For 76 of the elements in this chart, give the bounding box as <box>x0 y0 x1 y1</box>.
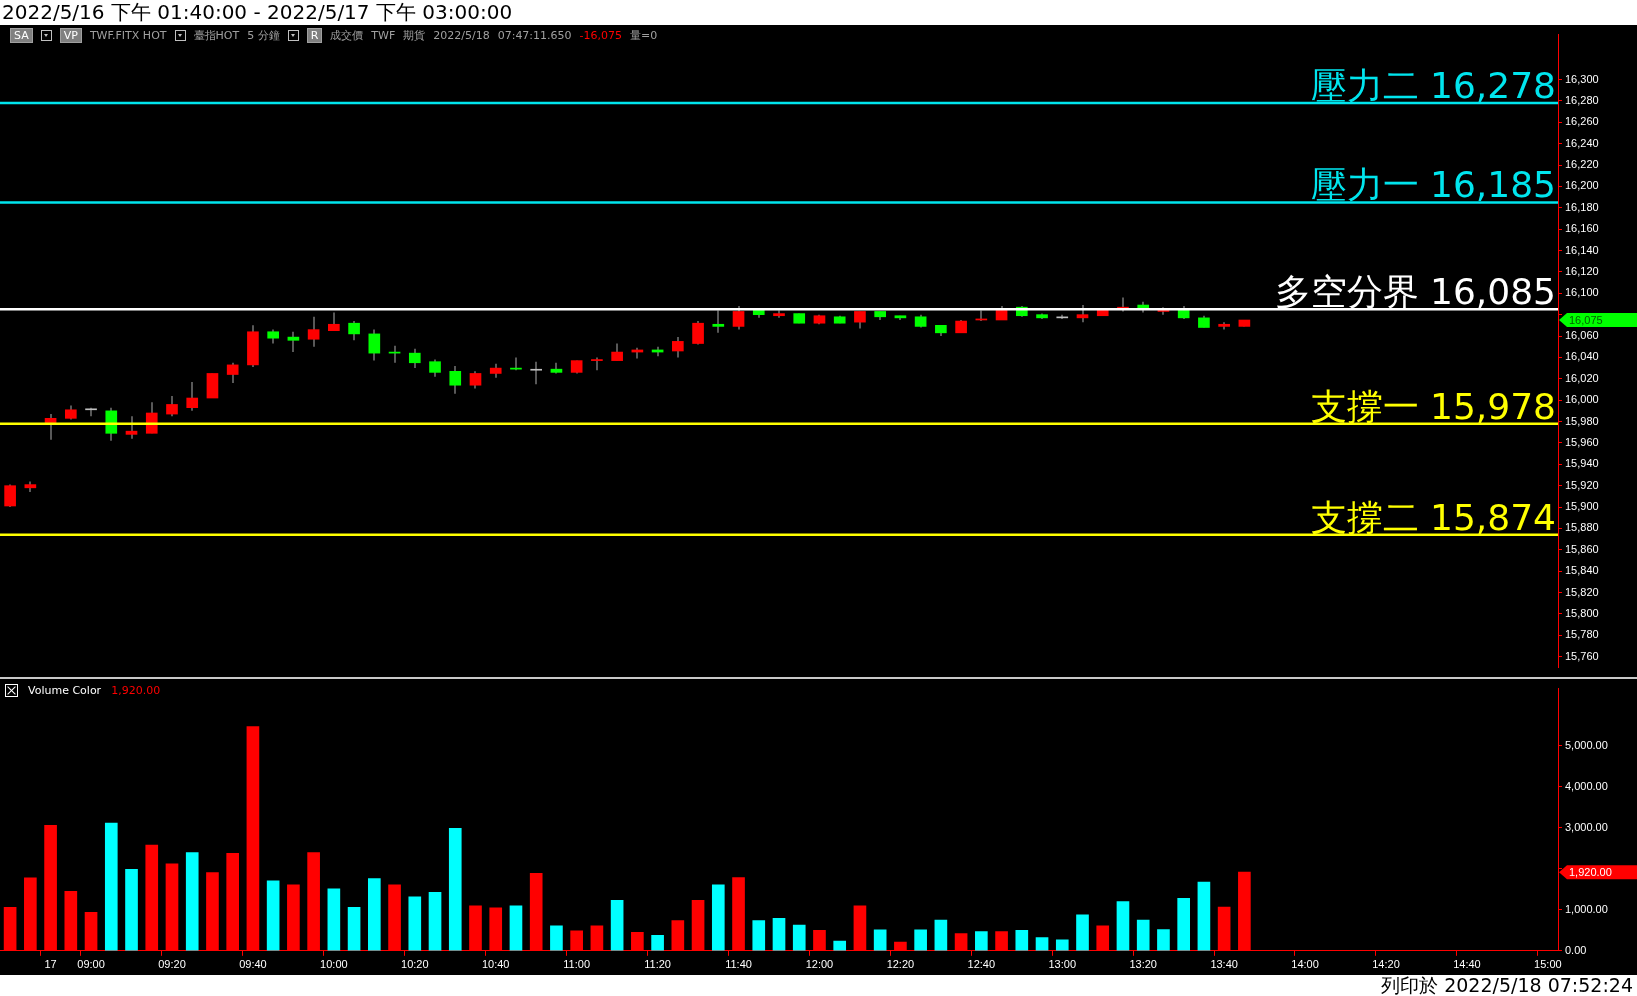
y-tick-label: 15,820 <box>1565 585 1599 598</box>
y-tick-label: 15,880 <box>1565 521 1599 534</box>
y-tick-label: 15,920 <box>1565 478 1599 491</box>
annotation: TWF <box>371 29 396 42</box>
x-tick-label: 14:00 <box>1291 958 1319 971</box>
x-tick-label: 17 <box>44 958 57 971</box>
y-tick-label: 15,960 <box>1565 435 1599 448</box>
annotation: 期貨 <box>403 28 426 43</box>
x-tick-label: 13:20 <box>1129 958 1157 971</box>
x-tick-label: 09:20 <box>158 958 186 971</box>
y-tick-label: 16,240 <box>1565 136 1599 149</box>
y-tick-label: 3,000.00 <box>1565 820 1608 833</box>
x-tick-label: 11:20 <box>644 958 671 971</box>
y-tick-label: 16,220 <box>1565 158 1599 171</box>
x-tick-label: 13:00 <box>1048 958 1077 971</box>
y-tick-label: 16,260 <box>1565 115 1599 128</box>
y-tick-label: 16,280 <box>1565 93 1599 106</box>
ref-line-label: 支撐一 15,978 <box>1310 385 1556 427</box>
y-tick-label: 15,780 <box>1565 628 1599 641</box>
x-tick-label: 12:00 <box>805 958 834 971</box>
y-tick-label: 16,040 <box>1565 350 1599 363</box>
ref-line-label: 多空分界 16,085 <box>1274 271 1556 313</box>
y-tick-label: 16,200 <box>1565 179 1599 192</box>
y-tick-label: 16,160 <box>1565 222 1599 235</box>
y-tick-label: 15,980 <box>1565 414 1599 427</box>
x-tick-label: 11:00 <box>563 958 591 971</box>
x-tick-label: 09:00 <box>77 958 105 971</box>
x-tick-label: 10:40 <box>481 958 510 971</box>
annotation: 5 分鐘 <box>247 28 280 43</box>
x-tick-label: 14:20 <box>1372 958 1400 971</box>
x-tick-label: 11:40 <box>725 958 752 971</box>
y-tick-label: 16,300 <box>1565 72 1599 85</box>
y-tick-label: 16,140 <box>1565 243 1599 256</box>
y-tick-label: 16,120 <box>1565 264 1599 277</box>
x-tick-label: 14:40 <box>1453 958 1481 971</box>
y-tick-label: 15,860 <box>1565 542 1599 555</box>
y-tick-label: 16,000 <box>1565 393 1599 406</box>
chart-title: 2022/5/16 下午 01:40:00 - 2022/5/17 下午 03:00:00 <box>2 0 513 25</box>
x-tick-label: 12:20 <box>886 958 915 971</box>
annotation: 2022/5/18 <box>433 29 490 42</box>
y-tick-label: 16,020 <box>1565 371 1599 384</box>
x-tick-label: 10:20 <box>401 958 429 971</box>
y-tick-label: 5,000.00 <box>1565 738 1608 751</box>
ref-line-label: 壓力一 16,185 <box>1310 164 1556 206</box>
annotation: VP <box>59 28 82 43</box>
annotation: 臺指HOT <box>193 28 240 43</box>
x-tick-label: 13:40 <box>1210 958 1238 971</box>
text: 列印於 2022/5/18 07:52:24 <box>1381 974 1633 996</box>
y-tick-label: 4,000.00 <box>1565 779 1608 792</box>
x-tick-label: 09:40 <box>239 958 267 971</box>
x-tick-label: 10:00 <box>320 958 348 971</box>
annotation: TWF.FITX HOT <box>89 29 167 42</box>
y-tick-label: 16,060 <box>1565 329 1599 342</box>
y-tick-label: 15,840 <box>1565 564 1599 577</box>
ref-line-label: 支撐二 15,874 <box>1310 496 1556 538</box>
y-tick-label: 1,000.00 <box>1565 902 1608 915</box>
y-tick-label: 0.00 <box>1565 943 1587 956</box>
annotation: SA <box>10 28 33 43</box>
annotation: 07:47:11.650 <box>497 29 572 42</box>
ref-line-label: 壓力二 16,278 <box>1310 65 1556 107</box>
annotation: 1,920.00 <box>111 684 161 697</box>
text: 1,920.00 <box>1569 866 1612 879</box>
y-tick-label: 16,100 <box>1565 286 1599 299</box>
y-tick-label: 15,800 <box>1565 606 1599 619</box>
y-tick-label: 15,940 <box>1565 457 1599 470</box>
annotation: R <box>306 28 323 43</box>
annotation: 成交價 <box>330 28 364 43</box>
x-tick-label: 15:00 <box>1534 958 1562 971</box>
text: 16,075 <box>1569 314 1603 327</box>
annotation: -16,075 <box>579 29 623 42</box>
text: Volume Color <box>28 684 102 697</box>
y-tick-label: 16,180 <box>1565 200 1599 213</box>
y-tick-label: 15,760 <box>1565 649 1599 662</box>
annotation: 量=0 <box>630 28 658 43</box>
y-tick-label: 15,900 <box>1565 500 1599 513</box>
x-tick-label: 12:40 <box>967 958 996 971</box>
